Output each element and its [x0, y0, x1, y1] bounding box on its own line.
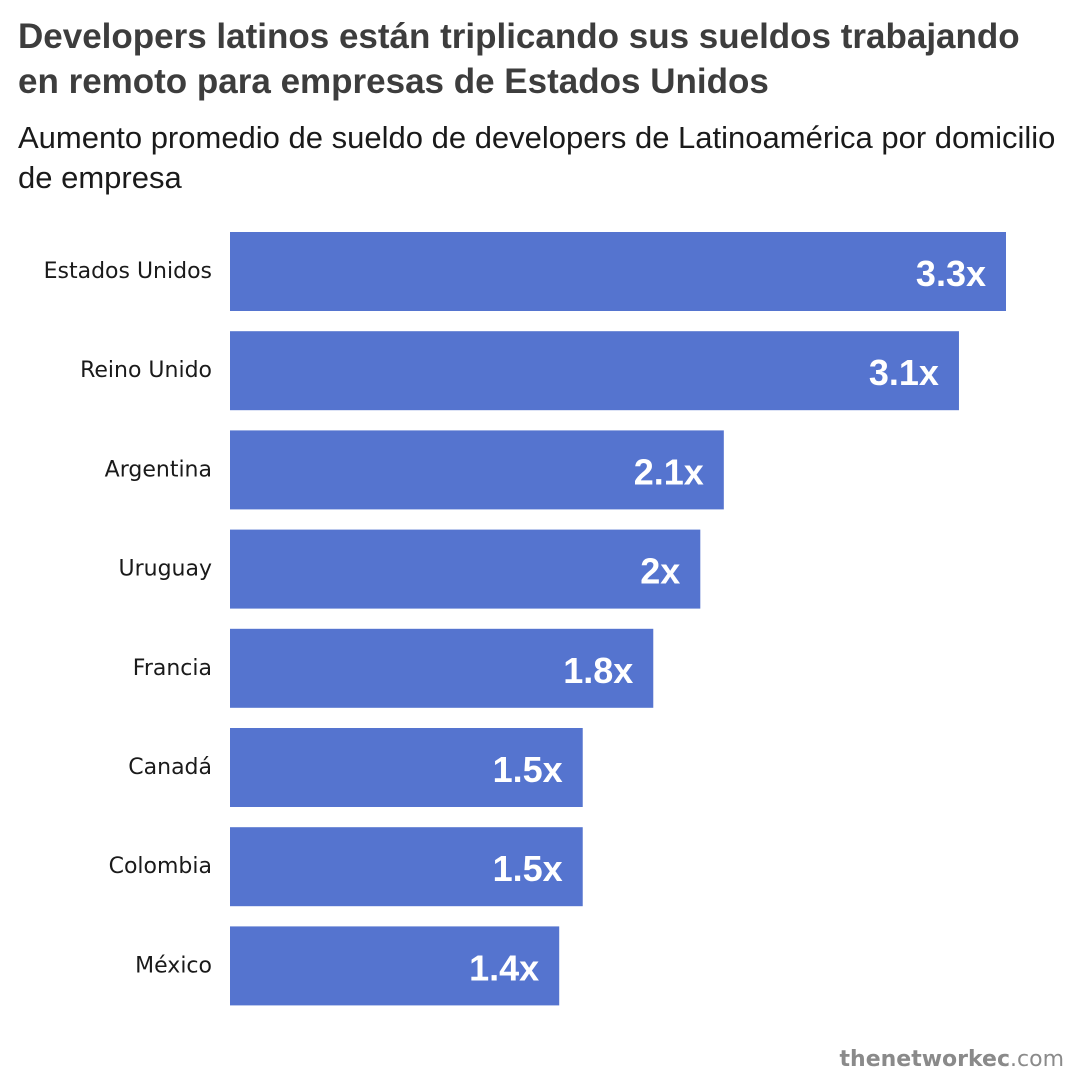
category-label-7: México: [135, 953, 212, 978]
source-name: thenetworkec: [839, 1047, 1011, 1072]
value-label-6: 1.5x: [493, 848, 563, 889]
bar-5: [230, 728, 583, 807]
bar-1: [230, 331, 959, 411]
value-label-2: 2.1x: [634, 451, 704, 492]
value-label-1: 3.1x: [869, 352, 939, 393]
category-label-5: Canadá: [128, 755, 212, 780]
value-label-3: 2x: [640, 551, 680, 592]
bar-0: [230, 232, 1006, 311]
bar-4: [230, 628, 654, 708]
category-label-6: Colombia: [109, 854, 212, 879]
value-label-7: 1.4x: [469, 947, 539, 988]
bar-6: [230, 827, 583, 907]
value-label-0: 3.3x: [916, 253, 986, 294]
value-label-5: 1.5x: [493, 749, 563, 790]
category-label-0: Estados Unidos: [44, 259, 212, 284]
category-label-1: Reino Unido: [80, 358, 212, 383]
bar-2: [230, 430, 724, 510]
category-label-2: Argentina: [105, 457, 212, 482]
bar-3: [230, 529, 701, 609]
category-label-3: Uruguay: [119, 557, 213, 582]
category-label-4: Francia: [133, 656, 212, 681]
chart-subtitle: Aumento promedio de sueldo de developers…: [18, 120, 1056, 195]
source-tld: .com: [1010, 1047, 1064, 1072]
bar-7: [230, 926, 560, 1006]
chart-title: Developers latinos están triplicando sus…: [18, 17, 1020, 101]
value-label-4: 1.8x: [563, 650, 633, 691]
source-credit: thenetworkec.com: [840, 1047, 1064, 1072]
